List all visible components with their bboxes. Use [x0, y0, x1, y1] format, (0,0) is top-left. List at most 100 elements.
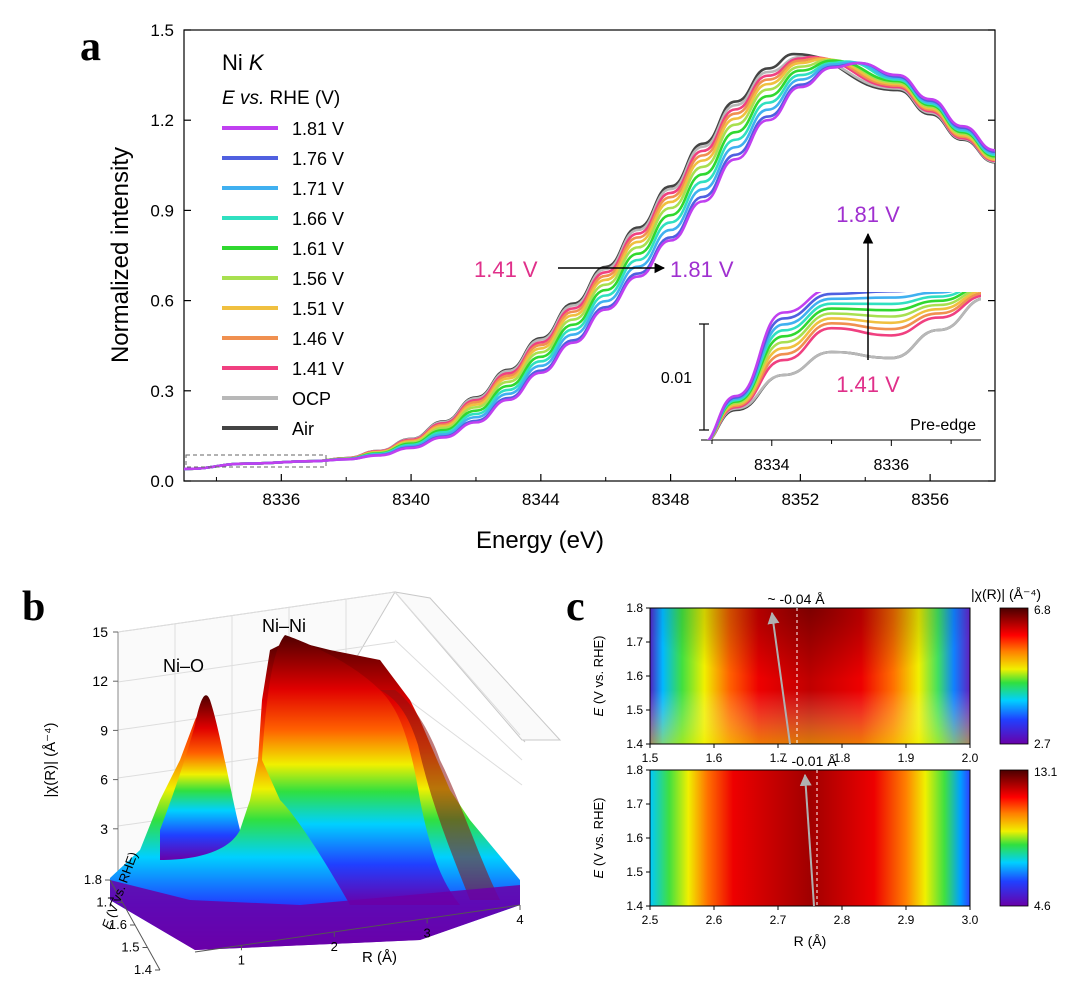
heatmap-top-axes: 1.5 1.6 1.7 1.8 1.9 2.01.41.51.61.71.8 — [626, 601, 978, 765]
surface-ylabel-var: E — [99, 917, 116, 931]
heatmap-bottom-ylabel: E (V vs. RHE) — [591, 798, 606, 879]
heatmap-top-ylabel-var: E — [591, 707, 606, 716]
legend-label: 1.51 V — [292, 299, 344, 319]
legend-label: 1.66 V — [292, 209, 344, 229]
heatmap-ytick-label: 1.4 — [626, 737, 643, 751]
surface-raxis: 1 2 3 4 — [238, 905, 524, 967]
heatmap-ytick-label: 1.6 — [626, 669, 643, 683]
surface-rtick-label: 4 — [516, 912, 523, 927]
legend-label: 1.41 V — [292, 359, 344, 379]
legend-subtitle: E vs. RHE (V) — [222, 88, 340, 109]
legend-title-edge: K — [249, 50, 265, 75]
heatmap-xtick-label: 3.0 — [962, 913, 979, 927]
preedge-inset: 8334 8336 0.01 Pre-edge 1.81 V 1.41 V — [661, 202, 981, 474]
surface-zaxis: 3 6 9 12 15 — [92, 624, 118, 837]
colorbar-bottom-min: 4.6 — [1034, 899, 1051, 913]
heatmap-ytick-label: 1.7 — [626, 797, 643, 811]
panel-c-letter: c — [566, 584, 585, 630]
heatmap-bottom-xlabel: R (Å) — [794, 933, 827, 949]
heatmap-top: ~ -0.04 Å 1.5 1.6 1.7 1.8 1.9 2.01.41.51.61.7… — [591, 586, 1051, 765]
a-xtick-label: 8352 — [781, 490, 819, 509]
peak-label-nio: Ni–O — [163, 656, 204, 676]
heatmap-xtick-label: 2.8 — [834, 913, 851, 927]
heatmap-bottom-ylabel-units: (V vs. RHE) — [591, 798, 606, 867]
heatmap-xtick-label: 2.5 — [642, 913, 659, 927]
legend-subtitle-vs: vs. — [240, 88, 264, 109]
inset-series-line — [707, 292, 953, 440]
heatmap-ytick-label: 1.5 — [626, 865, 643, 879]
a-xtick-label: 8356 — [911, 490, 949, 509]
heatmap-bottom-ylabel-var: E — [591, 869, 606, 878]
inset-series — [706, 292, 981, 440]
inset-series-line — [707, 292, 981, 440]
surface-ztick-label: 9 — [100, 722, 108, 738]
heatmap-ytick-label: 1.8 — [626, 601, 643, 615]
legend-label: Air — [292, 419, 314, 439]
inset-series-line — [707, 292, 907, 440]
panel-a-plot: 0.00.30.60.91.21.5 8336 8340 8344 8348 8352 8… — [107, 21, 996, 554]
a-ytick-label: 1.2 — [150, 111, 174, 130]
heatmap-xtick-label: 1.5 — [642, 751, 659, 765]
heatmap-xtick-label: 2.0 — [962, 751, 979, 765]
legend-label: 1.71 V — [292, 179, 344, 199]
a-xtick-label: 8344 — [522, 490, 560, 509]
a-ytick-label: 0.0 — [150, 472, 174, 491]
surface-rtick-label: 1 — [238, 952, 245, 967]
panel-a-frame — [183, 29, 996, 482]
heatmap-ytick-label: 1.5 — [626, 703, 643, 717]
legend-title-element: Ni — [222, 50, 243, 75]
series-line-1-81-v — [184, 61, 995, 471]
surface-ztick-label: 15 — [92, 624, 108, 640]
legend-label: 1.81 V — [292, 119, 344, 139]
inset-annotation-bottom: 1.41 V — [836, 372, 900, 397]
heatmap-bottom-axes: 2.5 2.6 2.7 2.8 2.9 3.0 1.4 1.5 1.6 1.7 1.8 — [626, 763, 978, 927]
heatmap-xtick-label: 2.9 — [898, 913, 915, 927]
inset-annotation-top: 1.81 V — [836, 202, 900, 227]
panel-a-ylabel: Normalized intensity — [107, 147, 134, 363]
heatmap-xtick-label: 1.7 — [770, 751, 787, 765]
heatmap-ytick-label: 1.8 — [626, 763, 643, 777]
inset-series-line — [706, 292, 823, 440]
panel-a-letter: a — [80, 24, 101, 70]
inset-series-line — [707, 292, 968, 440]
inset-xtick-label: 8334 — [754, 457, 790, 474]
heatmap-xtick-label: 2.7 — [770, 913, 787, 927]
surface-peak-nini — [262, 635, 460, 905]
a-xtick-label: 8336 — [262, 490, 300, 509]
surface-ztick-label: 3 — [100, 821, 108, 837]
a-ytick-label: 0.9 — [150, 201, 174, 220]
surface-xlabel: R (Å) — [362, 949, 397, 966]
heatmap-ytick-label: 1.4 — [626, 899, 643, 913]
legend-label: 1.56 V — [292, 269, 344, 289]
surface-rtick-label: 3 — [424, 925, 431, 940]
colorbar-top — [999, 607, 1029, 745]
heatmap-bottom-arrow — [799, 773, 815, 907]
inset-series-line — [707, 294, 981, 440]
surface-eaxis: 1.8 1.7 1.6 1.5 1.4 — [84, 872, 160, 977]
a-xtick-label: 8348 — [652, 490, 690, 509]
surface-rtick-label: 2 — [331, 939, 338, 954]
panel-a-xaxis: 8336 8340 8344 8348 8352 8356 — [215, 474, 996, 509]
heatmap-top-ylabel-units: (V vs. RHE) — [591, 636, 606, 705]
heatmap-xtick-label: 1.9 — [898, 751, 915, 765]
panel-a-yaxis: 0.0 0.3 0.6 0.9 1.2 1.5 — [150, 21, 995, 491]
surface-etick-label: 1.5 — [121, 940, 139, 955]
heatmap-ytick-label: 1.6 — [626, 831, 643, 845]
colorbar-top-max: 6.8 — [1034, 603, 1051, 617]
heatmap-ytick-label: 1.7 — [626, 635, 643, 649]
peak-label-nini: Ni–Ni — [262, 616, 306, 636]
heatmap-top-ylabel: E (V vs. RHE) — [591, 636, 606, 717]
surface-zlabel: |χ(R)| (Å⁻⁴) — [42, 722, 59, 797]
preedge-dashed-box — [185, 454, 327, 468]
surface-etick-label: 1.8 — [84, 872, 102, 887]
colorbar-top-min: 2.7 — [1034, 737, 1051, 751]
heatmap-bottom-annotation: ~ -0.01 Å — [779, 753, 837, 769]
surface-peak-nio — [160, 695, 240, 860]
surface-ztick-label: 12 — [92, 673, 108, 689]
surface-base — [110, 880, 520, 950]
heatmap-xtick-label: 1.8 — [834, 751, 851, 765]
colorbar-title: |χ(R)| (Å⁻⁴) — [971, 586, 1041, 602]
heatmap-bottom: ~ -0.01 Å 2.5 2.6 2.7 2.8 2.9 3.0 1.4 1.5 1.6 1.7… — [591, 753, 1058, 949]
